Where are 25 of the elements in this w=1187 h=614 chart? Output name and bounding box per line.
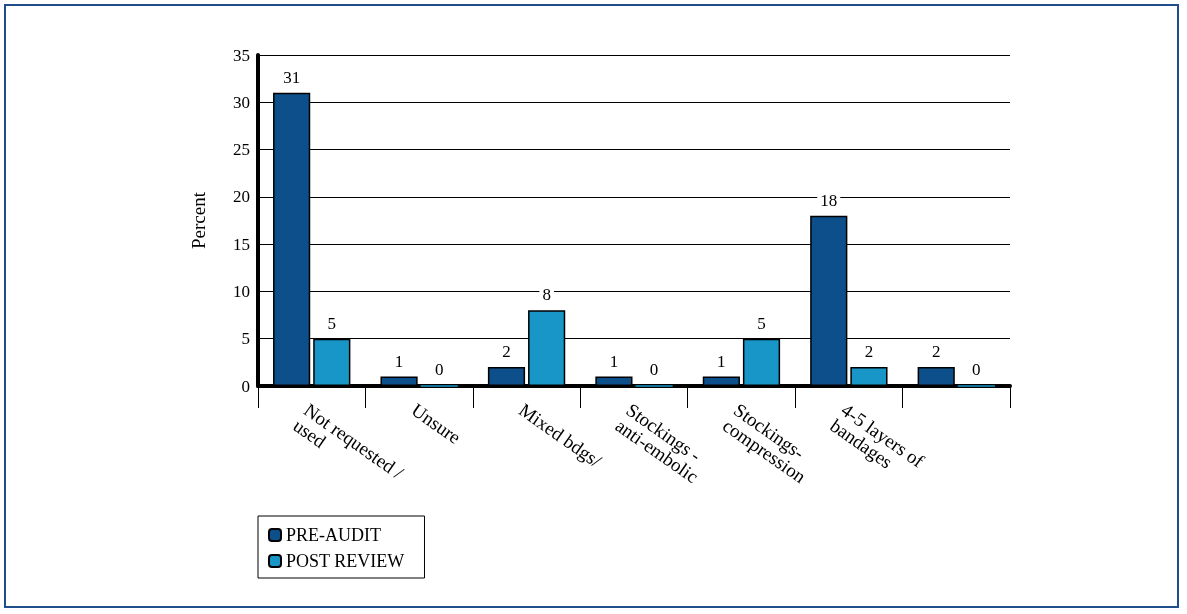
data-label: 5 xyxy=(757,313,766,333)
data-label: 0 xyxy=(972,360,981,380)
data-label: 1 xyxy=(609,351,619,371)
legend-label: POST REVIEW xyxy=(286,551,405,571)
y-axis-title: Percent xyxy=(188,191,209,249)
y-tick-label: 30 xyxy=(233,92,250,112)
data-label: 8 xyxy=(542,285,551,305)
data-label: 2 xyxy=(931,342,941,362)
y-tick-label: 35 xyxy=(233,45,250,65)
y-tick-label: 10 xyxy=(233,281,250,301)
data-label: 5 xyxy=(327,313,337,333)
y-tick-label: 25 xyxy=(233,140,250,160)
data-label: 1 xyxy=(717,351,726,371)
legend-label: PRE-AUDIT xyxy=(286,525,381,545)
y-tick-label: 15 xyxy=(233,234,250,254)
data-label: 2 xyxy=(502,342,511,362)
y-tick-label: 20 xyxy=(233,187,250,207)
data-label: 2 xyxy=(864,342,874,362)
data-label: 1 xyxy=(394,351,404,371)
data-label: 0 xyxy=(649,360,659,380)
data-label: 18 xyxy=(820,190,838,210)
y-tick-label: 0 xyxy=(241,376,250,396)
y-tick-label: 5 xyxy=(241,329,250,349)
data-label: 31 xyxy=(283,67,301,87)
data-label: 0 xyxy=(434,360,444,380)
